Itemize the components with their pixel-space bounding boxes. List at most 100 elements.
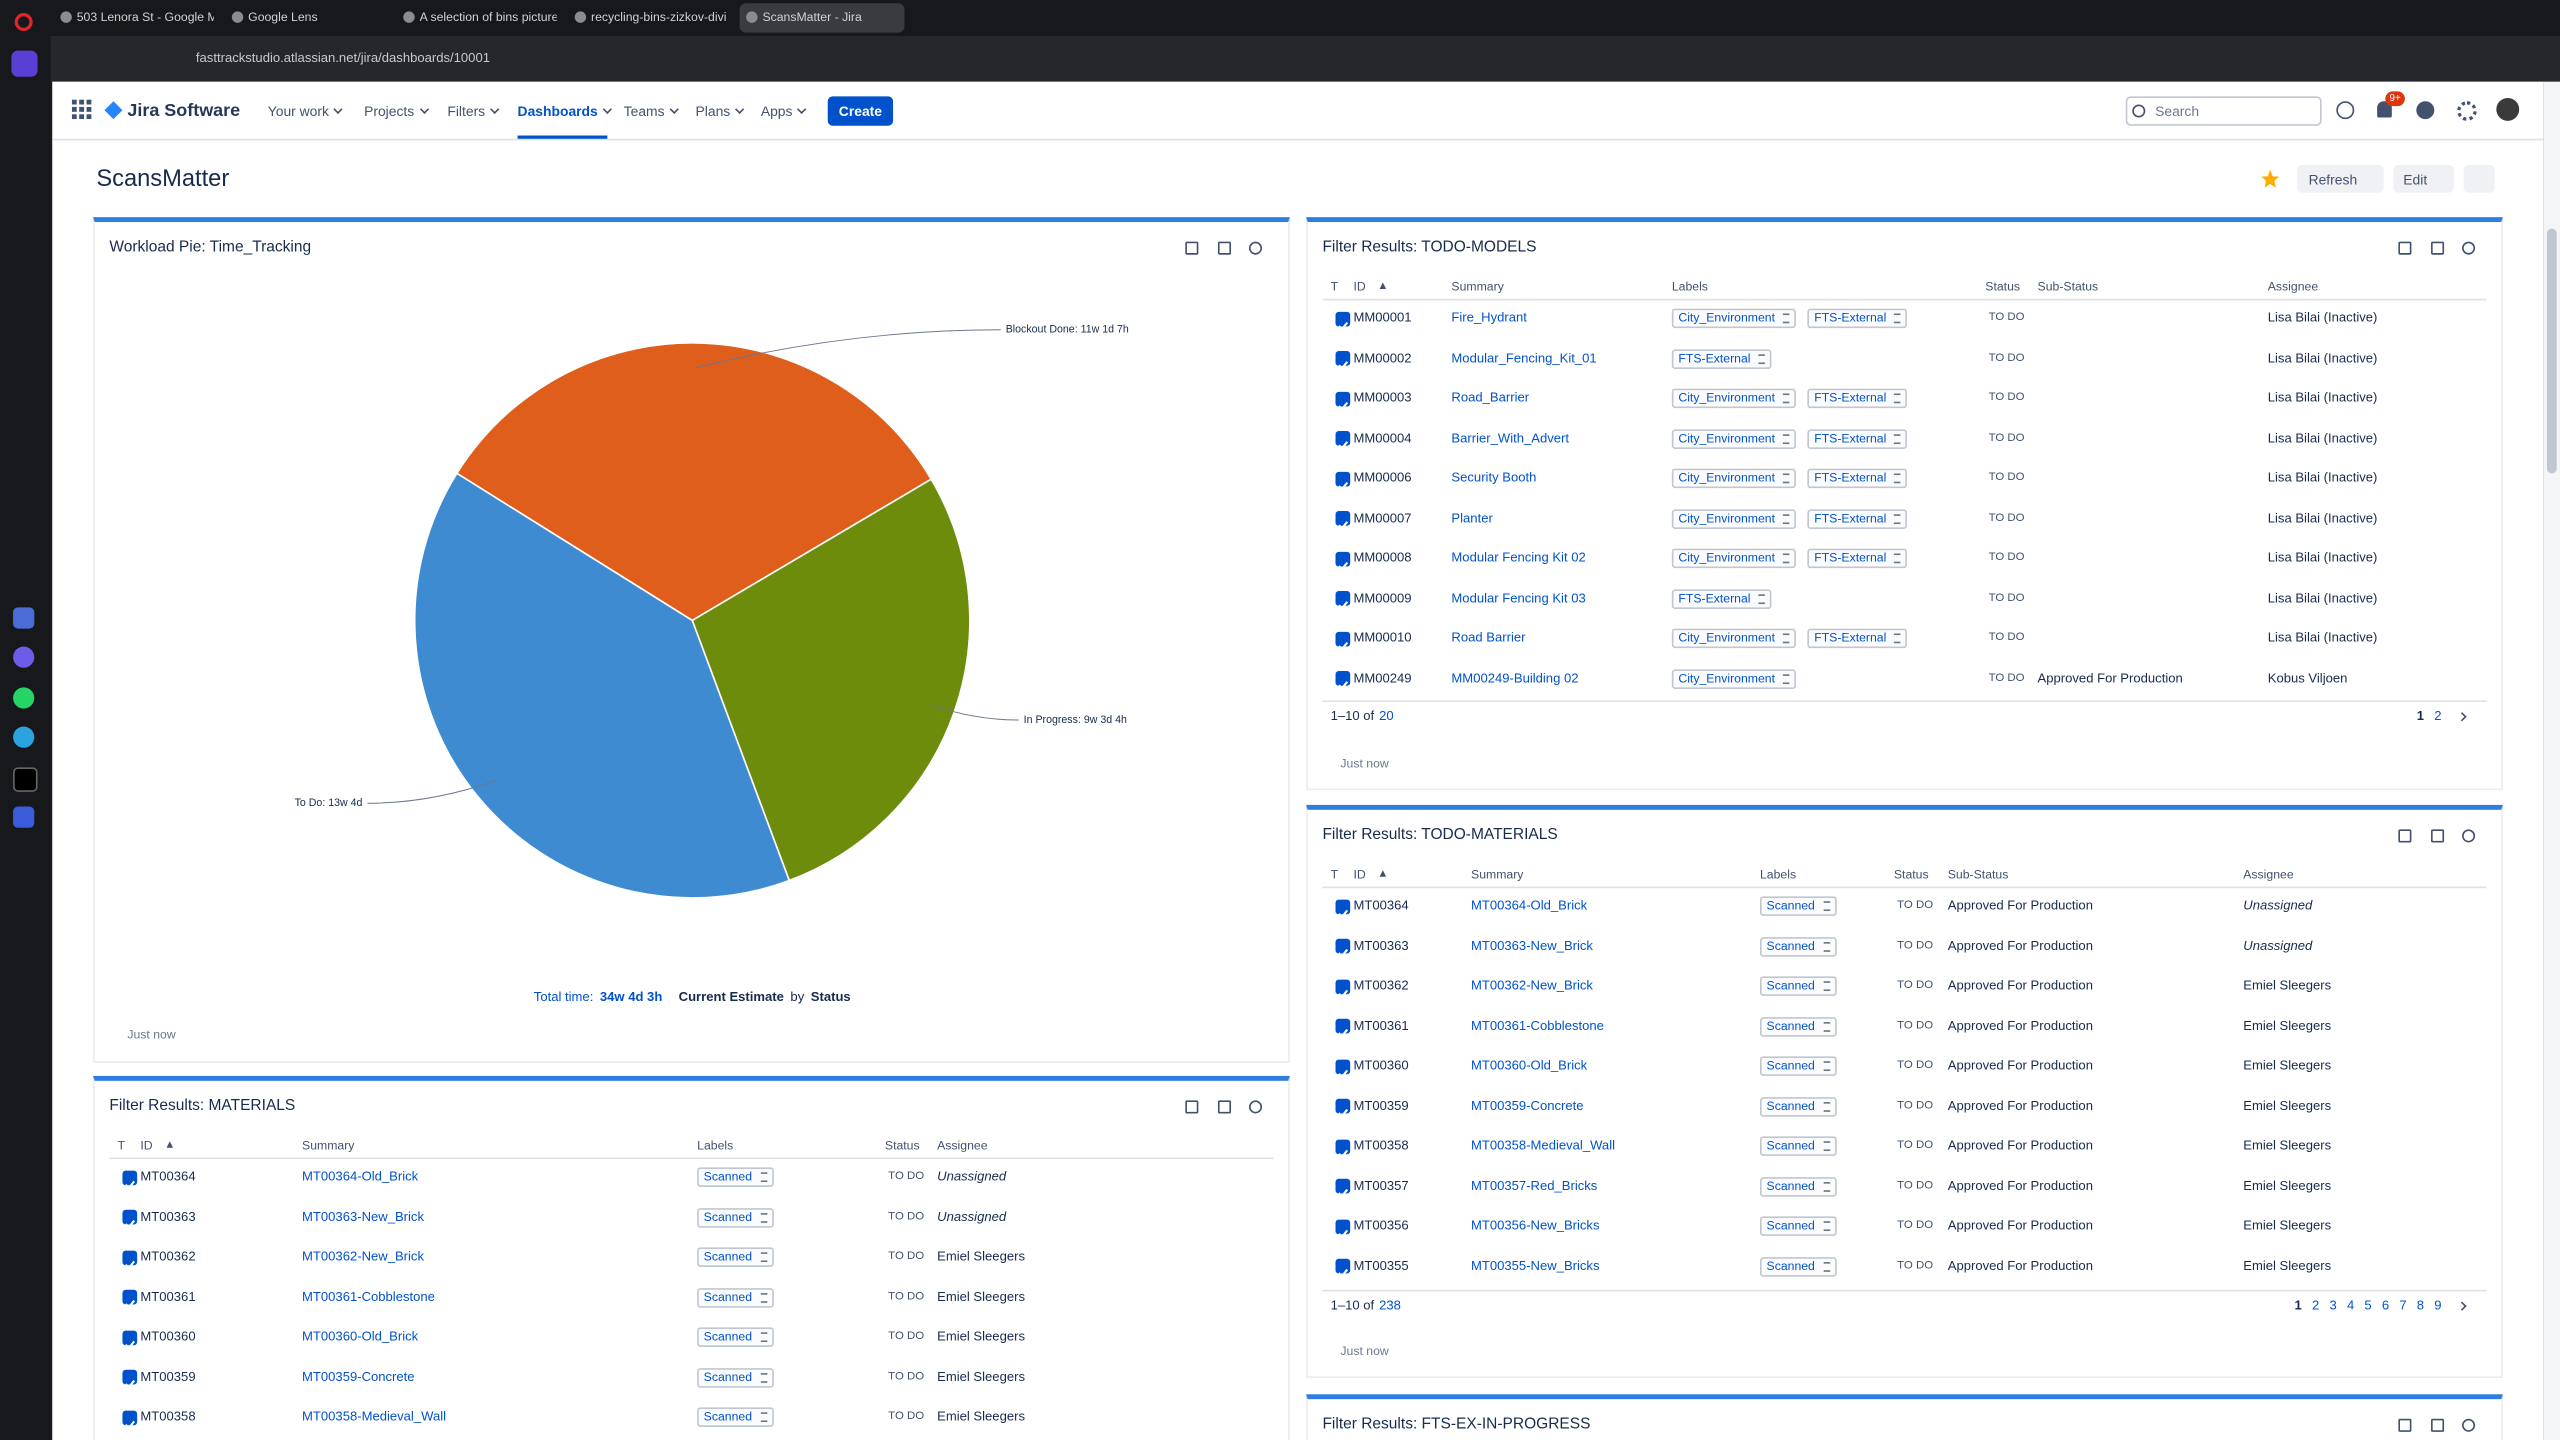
page-link[interactable]: 9 <box>2434 1297 2442 1313</box>
row-checkbox[interactable] <box>1335 1058 1351 1078</box>
label-pill[interactable]: FTS-External <box>1807 388 1908 409</box>
issue-summary[interactable]: MT00357-Red_Bricks <box>1471 1177 1598 1193</box>
edit-button[interactable] <box>2393 164 2454 193</box>
label-pill[interactable]: Scanned <box>1759 1056 1837 1076</box>
tab-title[interactable]: recycling-bins-zizkov-divi <box>591 9 727 25</box>
label-text[interactable]: City_Environment <box>1678 310 1776 325</box>
row-checkbox[interactable] <box>1335 938 1351 958</box>
gadget-action-icon[interactable] <box>2462 1418 2476 1432</box>
x-icon[interactable] <box>13 767 38 792</box>
label-text[interactable]: Scanned <box>703 1168 753 1184</box>
label-text[interactable]: City_Environment <box>1678 630 1776 645</box>
label-pill[interactable]: Scanned <box>697 1207 774 1227</box>
issue-summary[interactable]: Barrier_With_Advert <box>1451 430 1570 445</box>
issue-summary[interactable]: Security Booth <box>1451 470 1537 485</box>
gadget-action-icon[interactable] <box>1217 241 1232 255</box>
nav-item[interactable]: Apps <box>761 101 806 121</box>
label-pill[interactable]: City_Environment <box>1671 508 1797 529</box>
gadget-action-icon[interactable] <box>2431 241 2445 255</box>
label-pill[interactable]: Scanned <box>1759 976 1837 996</box>
row-checkbox[interactable] <box>1335 1178 1351 1198</box>
row-checkbox[interactable] <box>1335 591 1351 610</box>
page-link[interactable]: 3 <box>2329 1297 2337 1313</box>
gadget-action-icon[interactable] <box>1248 1100 1263 1114</box>
label-pill[interactable]: Scanned <box>697 1327 774 1347</box>
scroll-thumb[interactable] <box>2546 228 2557 474</box>
label-pill[interactable]: Scanned <box>697 1287 774 1307</box>
row-checkbox[interactable] <box>1335 1138 1351 1158</box>
label-pill[interactable]: Scanned <box>1759 1096 1837 1116</box>
gadget-action-icon[interactable] <box>2398 829 2412 843</box>
notification-icon[interactable] <box>2377 101 2392 118</box>
label-text[interactable]: Scanned <box>1766 897 1815 913</box>
opera-logo[interactable] <box>14 13 33 32</box>
app-icon[interactable] <box>13 607 35 629</box>
gadget-action-icon[interactable] <box>2462 829 2476 843</box>
row-checkbox[interactable] <box>1335 1218 1351 1238</box>
whatsapp-icon[interactable] <box>13 687 35 709</box>
app-switcher[interactable] <box>71 99 92 120</box>
label-pill[interactable]: City_Environment <box>1671 468 1797 489</box>
row-checkbox[interactable] <box>122 1169 138 1189</box>
issue-summary[interactable]: MT00364-Old_Brick <box>302 1168 419 1184</box>
refresh-button[interactable] <box>2297 164 2384 193</box>
label-text[interactable]: FTS-External <box>1814 310 1887 325</box>
total-link[interactable]: 20 <box>1379 708 1394 724</box>
gadget-action-icon[interactable] <box>2398 1418 2412 1432</box>
issue-summary[interactable]: MT00362-New_Brick <box>302 1248 425 1264</box>
tab[interactable] <box>739 3 905 33</box>
issue-summary[interactable]: MT00358-Medieval_Wall <box>1471 1137 1615 1153</box>
issue-summary[interactable]: MM00249-Building 02 <box>1451 670 1579 685</box>
settings-icon[interactable] <box>2457 101 2477 121</box>
label-pill[interactable]: Scanned <box>1759 1136 1837 1156</box>
more-button[interactable] <box>2463 164 2495 193</box>
label-text[interactable]: Scanned <box>1766 937 1815 953</box>
sort-arrow[interactable] <box>1379 282 1387 289</box>
label-pill[interactable]: Scanned <box>1759 1216 1837 1236</box>
label-text[interactable]: FTS-External <box>1814 430 1887 445</box>
page-link[interactable]: 2 <box>2434 708 2442 724</box>
page-link[interactable]: 5 <box>2364 1297 2372 1313</box>
label-pill[interactable]: Scanned <box>1759 936 1837 956</box>
row-checkbox[interactable] <box>122 1209 138 1229</box>
issue-summary[interactable]: MT00361-Cobblestone <box>1471 1017 1604 1033</box>
row-checkbox[interactable] <box>1335 1018 1351 1038</box>
label-pill[interactable]: Scanned <box>1759 896 1837 916</box>
search-box[interactable] <box>2125 96 2322 126</box>
row-checkbox[interactable] <box>122 1329 138 1349</box>
label-pill[interactable]: FTS-External <box>1671 588 1772 609</box>
row-checkbox[interactable] <box>1335 471 1351 490</box>
label-pill[interactable]: FTS-External <box>1807 548 1908 569</box>
address-field[interactable] <box>164 42 2320 76</box>
edit-label[interactable]: Edit <box>2403 171 2428 188</box>
label-text[interactable]: Scanned <box>703 1208 753 1224</box>
label-pill[interactable]: FTS-External <box>1671 348 1772 369</box>
create-label[interactable]: Create <box>838 102 883 120</box>
issue-summary[interactable]: MT00363-New_Brick <box>302 1208 425 1224</box>
gadget-action-icon[interactable] <box>2431 829 2445 843</box>
issue-summary[interactable]: MT00356-New_Bricks <box>1471 1217 1600 1233</box>
label-text[interactable]: Scanned <box>703 1368 753 1384</box>
label-text[interactable]: FTS-External <box>1678 350 1751 365</box>
issue-summary[interactable]: MT00360-Old_Brick <box>302 1328 419 1344</box>
row-checkbox[interactable] <box>122 1409 138 1429</box>
label-text[interactable]: Scanned <box>703 1328 753 1344</box>
label-pill[interactable]: Scanned <box>697 1367 774 1387</box>
issue-summary[interactable]: Modular Fencing Kit 03 <box>1451 590 1586 605</box>
issue-summary[interactable]: MT00360-Old_Brick <box>1471 1057 1588 1073</box>
gadget-action-icon[interactable] <box>1248 241 1263 255</box>
label-text[interactable]: FTS-External <box>1814 390 1887 405</box>
nav-item[interactable]: Teams <box>624 101 678 121</box>
messenger-icon[interactable] <box>13 646 35 668</box>
label-text[interactable]: FTS-External <box>1678 590 1751 605</box>
sort-arrow[interactable] <box>166 1141 174 1148</box>
label-text[interactable]: Scanned <box>1766 1097 1815 1113</box>
label-text[interactable]: City_Environment <box>1678 670 1776 685</box>
releases-icon[interactable] <box>2336 101 2355 120</box>
app-icon[interactable] <box>13 806 35 828</box>
nav-item[interactable]: Filters <box>447 101 498 121</box>
label-pill[interactable]: Scanned <box>697 1167 774 1187</box>
issue-summary[interactable]: Modular Fencing Kit 02 <box>1451 550 1586 565</box>
gadget-action-icon[interactable] <box>2431 1418 2445 1432</box>
page-link[interactable]: 6 <box>2381 1297 2390 1313</box>
